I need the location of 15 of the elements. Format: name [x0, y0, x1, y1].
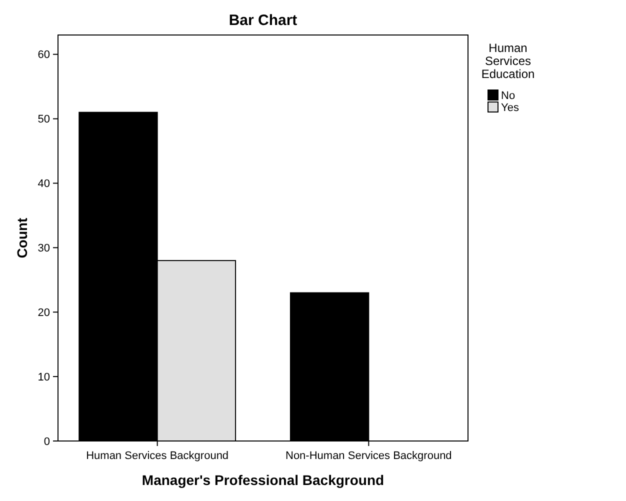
y-tick-label: 10	[38, 371, 50, 384]
legend-label: No	[501, 90, 516, 102]
y-tick-label: 0	[44, 436, 50, 448]
legend-label: Yes	[501, 102, 520, 114]
y-tick-label: 60	[38, 49, 50, 62]
x-tick-label: Non-Human Services Background	[286, 450, 452, 462]
y-tick-label: 40	[38, 178, 50, 190]
y-tick-label: 20	[38, 306, 50, 319]
y-tick-label: 30	[38, 242, 50, 255]
y-axis-title: Count	[14, 217, 30, 258]
x-axis-title: Manager's Professional Background	[142, 472, 384, 488]
y-tick-label: 50	[38, 114, 50, 126]
chart-title: Bar Chart	[228, 12, 298, 29]
legend-title: Human Services Education	[481, 41, 535, 81]
x-tick-label: Human Services Background	[86, 450, 229, 462]
